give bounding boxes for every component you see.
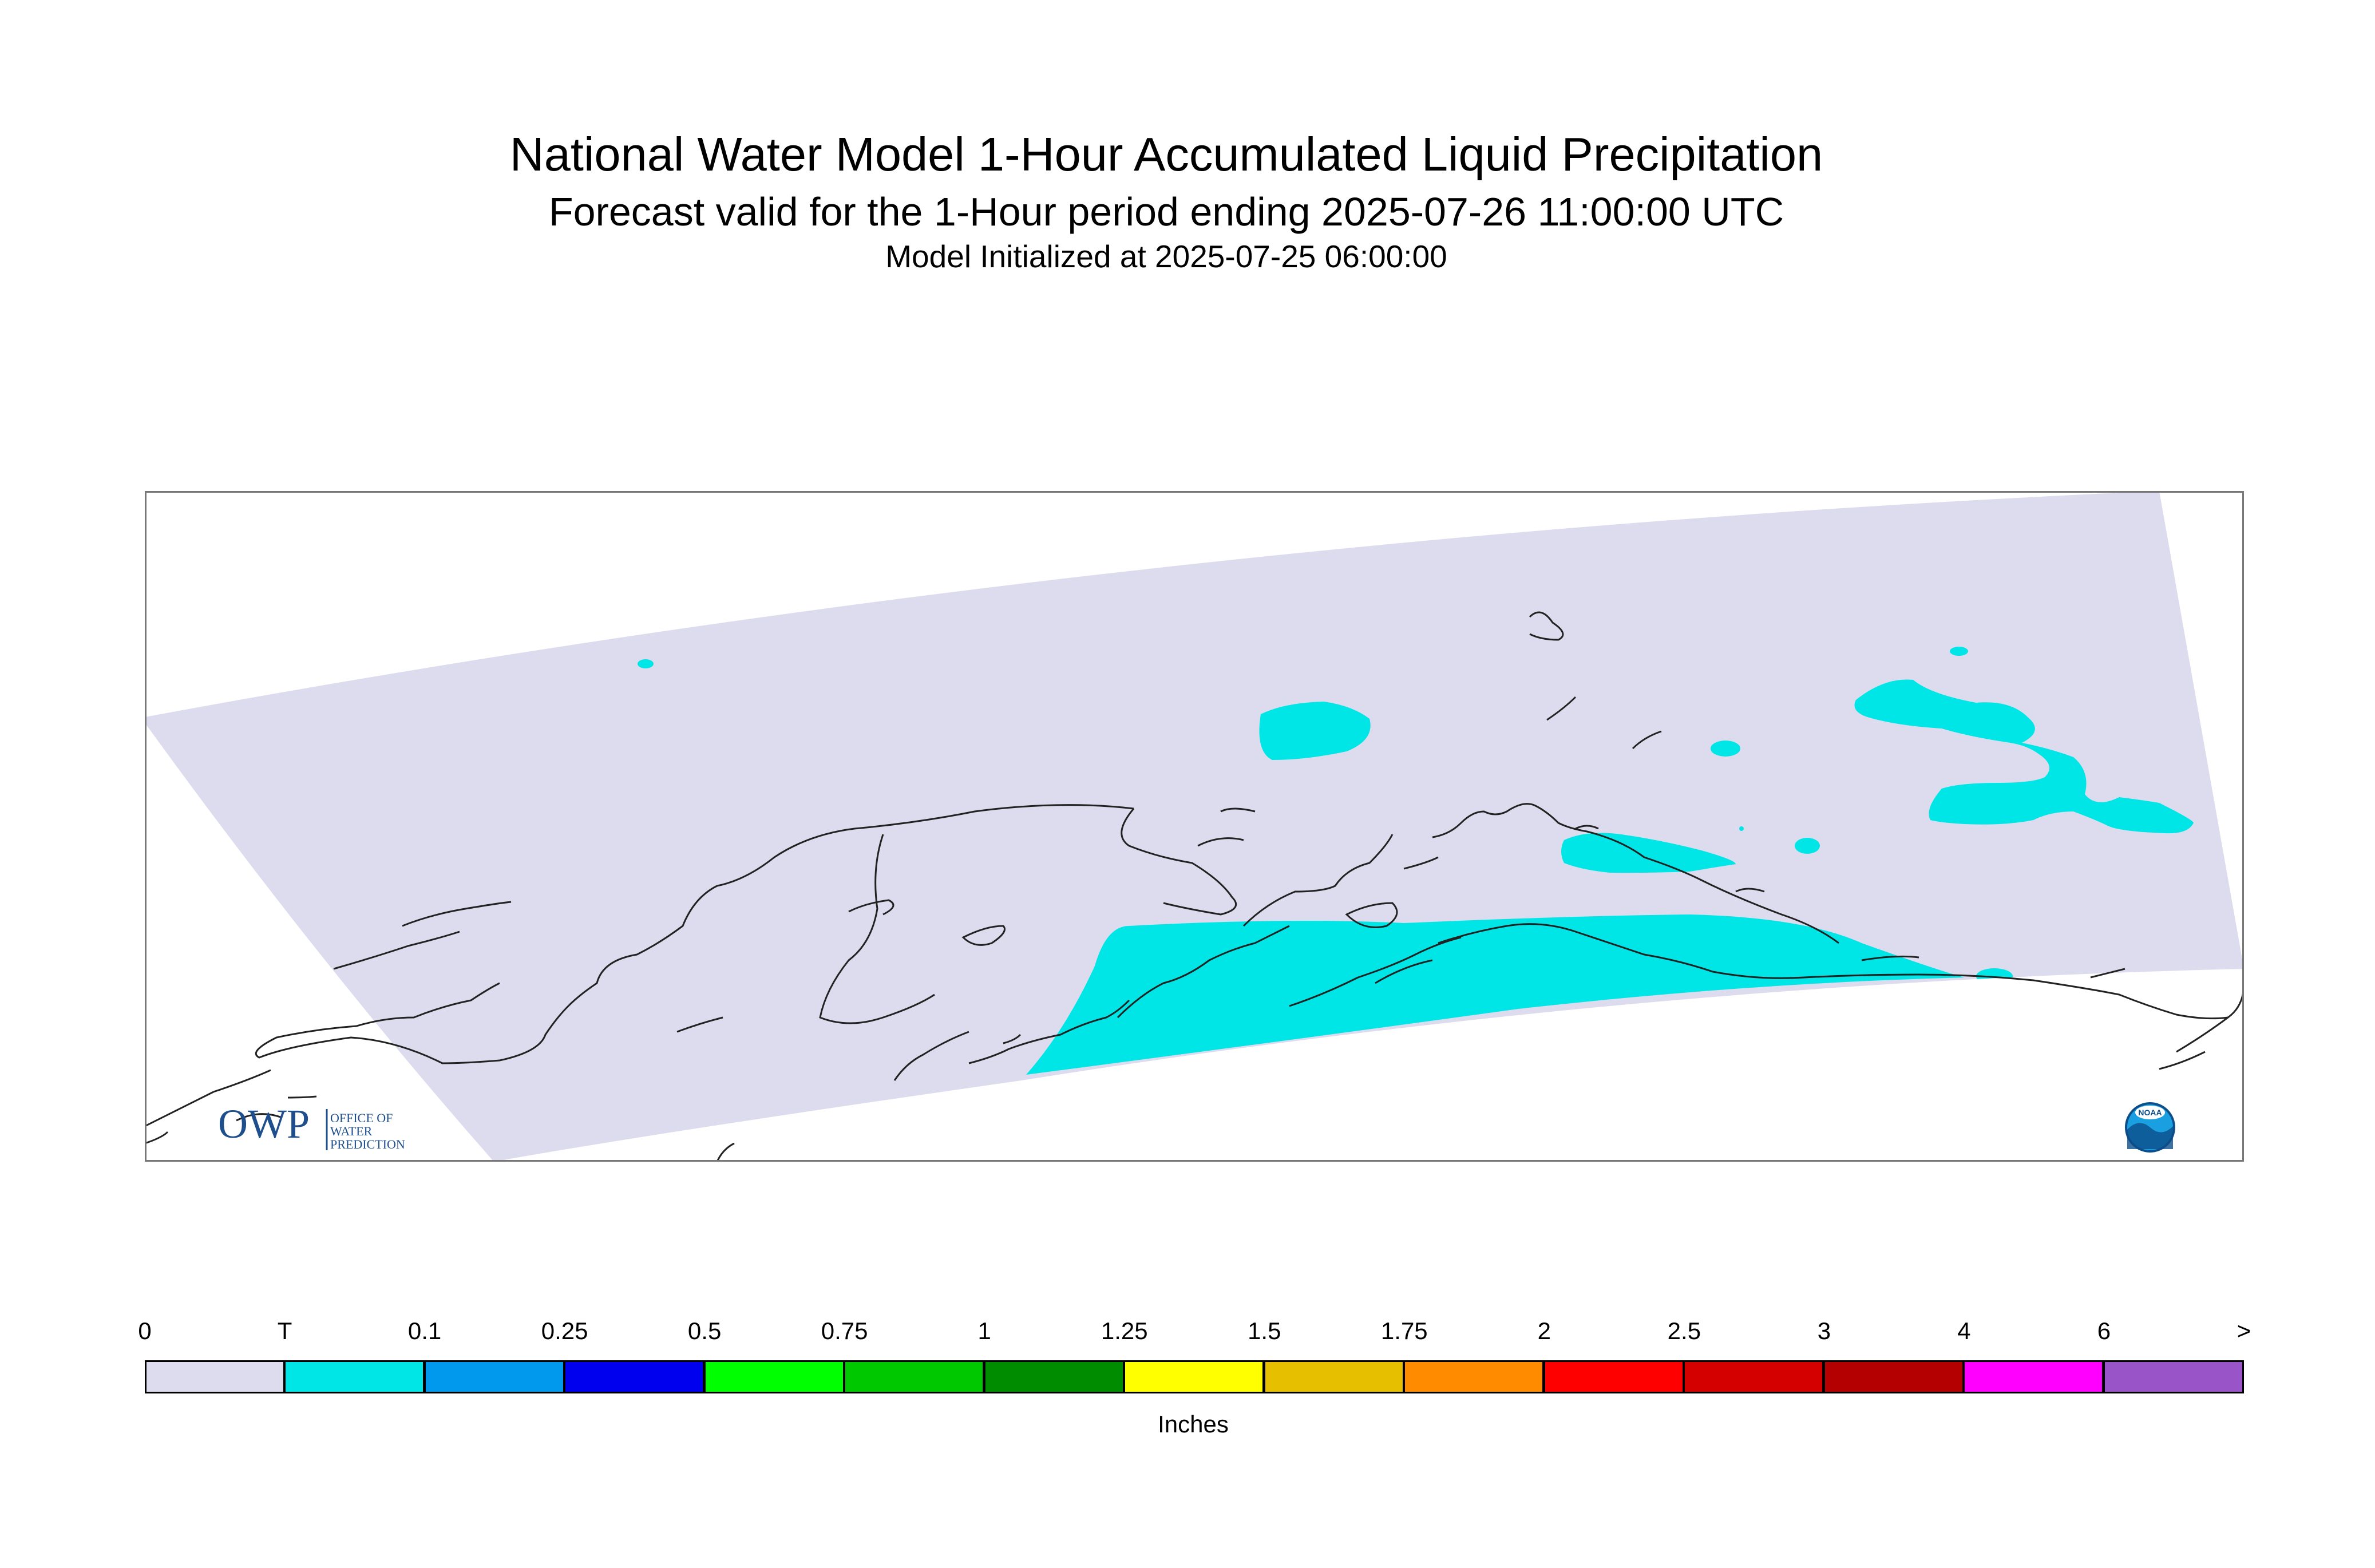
- precip-area-north-island: [1259, 702, 1371, 760]
- legend-tick-label: 2.5: [1667, 1317, 1701, 1344]
- legend-color-bin: [1543, 1360, 1684, 1393]
- legend-color-bin: [983, 1360, 1125, 1393]
- legend-color-bin: [423, 1360, 565, 1393]
- coastlines: [145, 611, 2244, 1162]
- legend-tick-label: 4: [1957, 1317, 1971, 1344]
- owp-logo-line-2: WATER: [330, 1124, 373, 1138]
- precip-area-small-3: [1950, 647, 1968, 656]
- precipitation-legend: 0 T 0.1 0.25 0.5 0.75 1 1.25 1.5 1.75 2 2.5 3 4 6 > Inc…: [0, 1305, 2375, 1454]
- legend-color-bin: [1963, 1360, 2104, 1393]
- legend-tick-label: 2: [1537, 1317, 1551, 1344]
- legend-color-bin: [1683, 1360, 1824, 1393]
- legend-color-bin: [1263, 1360, 1404, 1393]
- legend-tick-label: 3: [1817, 1317, 1831, 1344]
- owp-logo-text: OWP: [218, 1101, 310, 1147]
- legend-color-bin: [564, 1360, 705, 1393]
- precip-area-small-2: [1795, 838, 1820, 854]
- precip-area-southern-coast: [1026, 914, 1965, 1075]
- legend-tick-label: >: [2237, 1317, 2251, 1344]
- precip-area-east-band: [1854, 679, 2194, 834]
- legend-tick-label: 1.25: [1101, 1317, 1148, 1344]
- legend-tick-label: 1.5: [1248, 1317, 1281, 1344]
- legend-tick-label: T: [277, 1317, 292, 1344]
- legend-tick-label: 1: [977, 1317, 991, 1344]
- owp-logo: OWP OFFICE OF WATER PREDICTION: [218, 1101, 405, 1151]
- precip-area-small-4: [638, 659, 654, 668]
- legend-tick-label: 1.75: [1380, 1317, 1428, 1344]
- precip-area-small-east: [1711, 741, 1740, 757]
- noaa-logo: NOAA: [2125, 1102, 2175, 1153]
- legend-tick-label: 0.1: [407, 1317, 442, 1344]
- legend-color-bin: [703, 1360, 845, 1393]
- owp-logo-line-1: OFFICE OF: [330, 1111, 393, 1125]
- legend-color-bin: [1403, 1360, 1545, 1393]
- noaa-logo-text: NOAA: [2138, 1108, 2162, 1117]
- precip-area-central: [1561, 833, 1736, 873]
- owp-logo-line-3: PREDICTION: [330, 1137, 405, 1151]
- model-initialized-line: Model Initialized at 2025-07-25 06:00:00: [885, 239, 1447, 274]
- legend-color-bin: [145, 1360, 285, 1393]
- legend-units-label: Inches: [1158, 1411, 1229, 1438]
- map-title: National Water Model 1-Hour Accumulated …: [509, 128, 1823, 181]
- legend-color-bin: [284, 1360, 425, 1393]
- forecast-valid-subtitle: Forecast valid for the 1-Hour period end…: [548, 189, 1784, 234]
- legend-tick-label: 0.5: [687, 1317, 722, 1344]
- model-domain-area: [145, 491, 2244, 1162]
- legend-color-bin: [1823, 1360, 1964, 1393]
- legend-tick-label: 6: [2097, 1317, 2111, 1344]
- map-frame: [145, 491, 2244, 1162]
- trace-precip-areas: [638, 647, 2194, 1075]
- precip-area-small-6: [1739, 826, 1744, 831]
- legend-color-bin: [844, 1360, 985, 1393]
- precipitation-map: OWP OFFICE OF WATER PREDICTION NOAA: [145, 491, 2244, 1162]
- legend-tick-label: 0.25: [541, 1317, 588, 1344]
- legend-color-bin: [1123, 1360, 1265, 1393]
- legend-tick-label: 0: [138, 1317, 152, 1344]
- legend-tick-label: 0.75: [821, 1317, 868, 1344]
- legend-color-bin: [2103, 1360, 2244, 1393]
